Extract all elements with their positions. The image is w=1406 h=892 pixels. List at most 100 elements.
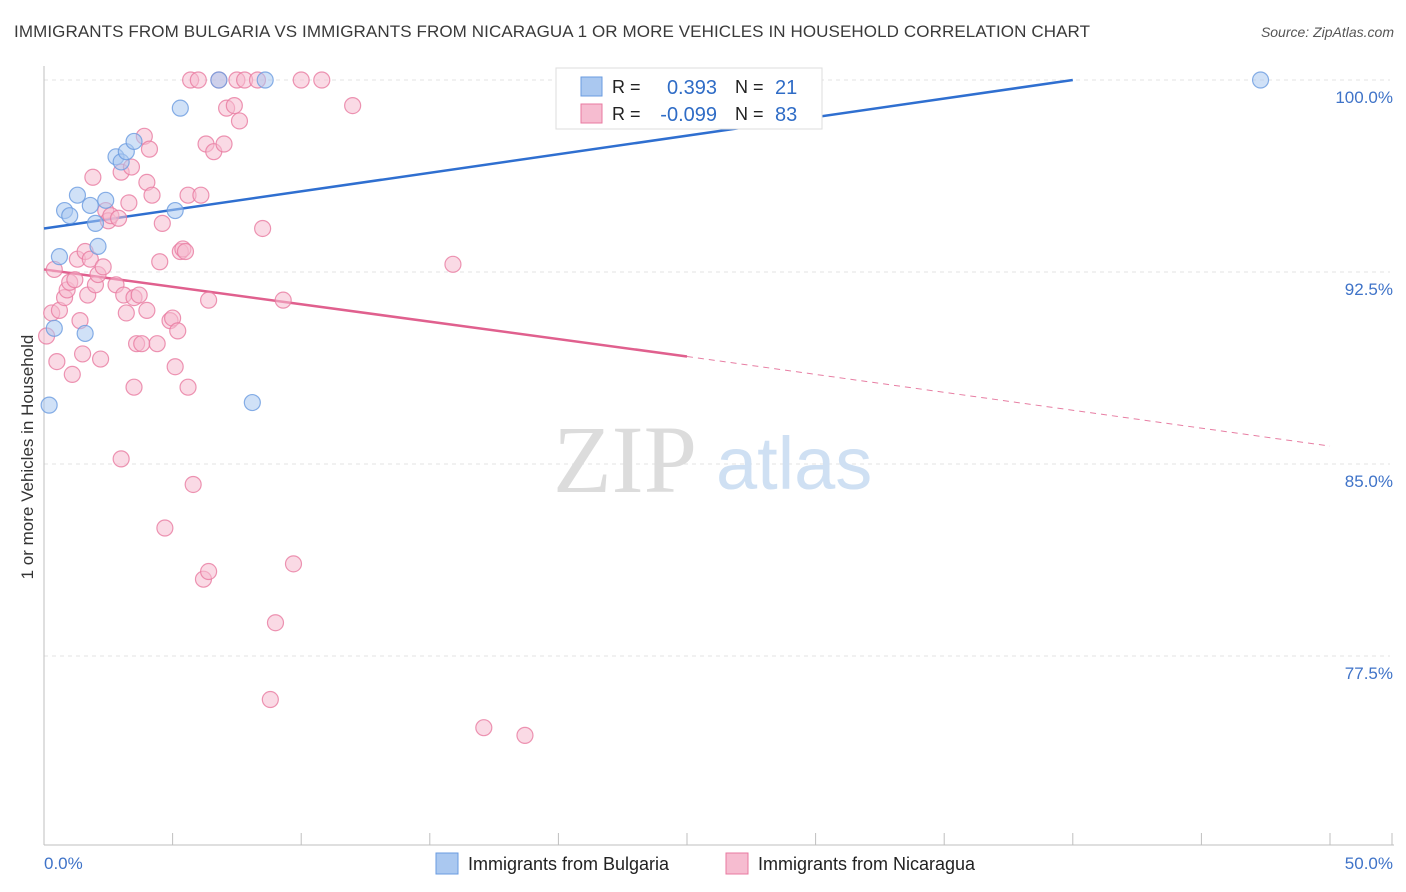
- y-axis-label: 1 or more Vehicles in Household: [18, 335, 37, 580]
- point-bulgaria: [89, 237, 107, 255]
- watermark-atlas: atlas: [716, 422, 872, 505]
- point-nicaragua: [444, 255, 462, 273]
- point-nicaragua: [266, 614, 285, 632]
- point-nicaragua: [140, 140, 159, 158]
- point-nicaragua: [292, 71, 310, 89]
- point-bulgaria: [1251, 71, 1270, 89]
- point-nicaragua: [274, 291, 292, 309]
- watermark-zip: ZIP: [553, 406, 697, 513]
- watermark: ZIP atlas: [553, 406, 872, 513]
- point-bulgaria: [256, 71, 274, 89]
- point-nicaragua: [200, 291, 218, 309]
- trend-line-bulgaria: [43, 78, 1073, 230]
- legend-n-label-bulgaria: N =: [735, 77, 764, 97]
- point-nicaragua: [63, 365, 81, 383]
- point-nicaragua: [138, 301, 156, 319]
- legend-bottom-swatch-nicaragua: [725, 852, 749, 875]
- point-bulgaria: [171, 99, 189, 117]
- point-nicaragua: [125, 378, 143, 396]
- legend-series: Immigrants from Bulgaria Immigrants from…: [435, 852, 976, 875]
- point-nicaragua: [133, 335, 151, 353]
- x-tick-label: 0.0%: [44, 854, 83, 873]
- point-bulgaria: [210, 71, 228, 89]
- point-nicaragua: [516, 726, 534, 744]
- point-nicaragua: [313, 71, 331, 89]
- y-tick-label: 92.5%: [1345, 280, 1393, 299]
- point-nicaragua: [117, 304, 135, 322]
- point-nicaragua: [48, 353, 66, 371]
- scatter-points: [37, 71, 1270, 744]
- legend-r-value-nicaragua: -0.099: [660, 104, 717, 126]
- point-nicaragua: [215, 135, 233, 153]
- chart-title: IMMIGRANTS FROM BULGARIA VS IMMIGRANTS F…: [14, 22, 1091, 41]
- y-tick-label: 77.5%: [1345, 664, 1393, 683]
- point-nicaragua: [200, 562, 218, 581]
- point-nicaragua: [143, 186, 161, 204]
- point-nicaragua: [475, 719, 493, 737]
- y-tick-label: 100.0%: [1335, 88, 1393, 107]
- point-nicaragua: [153, 214, 171, 232]
- point-nicaragua: [91, 350, 110, 368]
- point-nicaragua: [189, 71, 207, 89]
- legend-n-value-bulgaria: 21: [775, 77, 797, 99]
- point-bulgaria: [97, 191, 115, 209]
- point-nicaragua: [156, 519, 174, 537]
- legend-swatch-bulgaria: [580, 76, 603, 97]
- legend-n-value-nicaragua: 83: [775, 104, 797, 126]
- point-nicaragua: [109, 209, 128, 227]
- point-nicaragua: [225, 96, 243, 115]
- point-nicaragua: [254, 219, 272, 238]
- point-nicaragua: [230, 112, 249, 130]
- axes: [43, 66, 1394, 846]
- legend-bottom-label-bulgaria: Immigrants from Bulgaria: [468, 854, 670, 874]
- point-bulgaria: [50, 248, 69, 266]
- legend-r-label-nicaragua: R =: [612, 104, 641, 124]
- point-nicaragua: [192, 186, 210, 204]
- point-bulgaria: [243, 393, 261, 412]
- legend-r-label-bulgaria: R =: [612, 77, 641, 97]
- point-bulgaria: [61, 207, 79, 225]
- point-nicaragua: [169, 322, 187, 340]
- legend-swatch-nicaragua: [580, 103, 603, 124]
- point-nicaragua: [148, 335, 166, 353]
- legend-bottom-swatch-bulgaria: [435, 852, 459, 875]
- point-nicaragua: [179, 378, 197, 396]
- point-nicaragua: [166, 358, 184, 376]
- trend-lines: [43, 78, 1331, 447]
- point-bulgaria: [76, 324, 94, 343]
- point-nicaragua: [94, 258, 112, 276]
- point-bulgaria: [81, 196, 99, 215]
- point-bulgaria: [68, 186, 87, 204]
- legend-bottom-label-nicaragua: Immigrants from Nicaragua: [758, 854, 976, 874]
- point-nicaragua: [344, 96, 362, 115]
- point-nicaragua: [151, 253, 169, 271]
- point-nicaragua: [73, 345, 92, 363]
- legend-n-label-nicaragua: N =: [735, 104, 764, 124]
- y-tick-label: 85.0%: [1345, 472, 1393, 491]
- point-bulgaria: [40, 396, 58, 414]
- source-credit: Source: ZipAtlas.com: [1260, 24, 1394, 40]
- point-nicaragua: [176, 242, 195, 261]
- point-nicaragua: [261, 690, 279, 709]
- point-nicaragua: [120, 194, 138, 212]
- point-bulgaria: [166, 201, 184, 220]
- y-tick-labels: 77.5% 85.0% 92.5% 100.0%: [1335, 88, 1393, 683]
- x-tick-labels: 0.0% 50.0%: [44, 854, 1393, 873]
- point-bulgaria: [86, 214, 105, 232]
- legend-stats: R = 0.393 N = 21 R = -0.099 N = 83: [555, 67, 823, 130]
- point-bulgaria: [45, 319, 63, 337]
- point-nicaragua: [184, 475, 202, 494]
- legend-r-value-bulgaria: 0.393: [667, 77, 717, 99]
- point-nicaragua: [112, 450, 130, 468]
- point-nicaragua: [284, 555, 303, 573]
- x-tick-label: 50.0%: [1345, 854, 1393, 873]
- point-bulgaria: [125, 132, 143, 151]
- point-nicaragua: [81, 250, 99, 268]
- point-nicaragua: [84, 168, 102, 186]
- trend-line-nicaragua: [43, 268, 688, 358]
- gridlines: [44, 79, 1390, 657]
- trend-line-nicaragua-extension: [686, 355, 1331, 447]
- point-nicaragua: [66, 271, 84, 289]
- point-nicaragua: [130, 286, 148, 304]
